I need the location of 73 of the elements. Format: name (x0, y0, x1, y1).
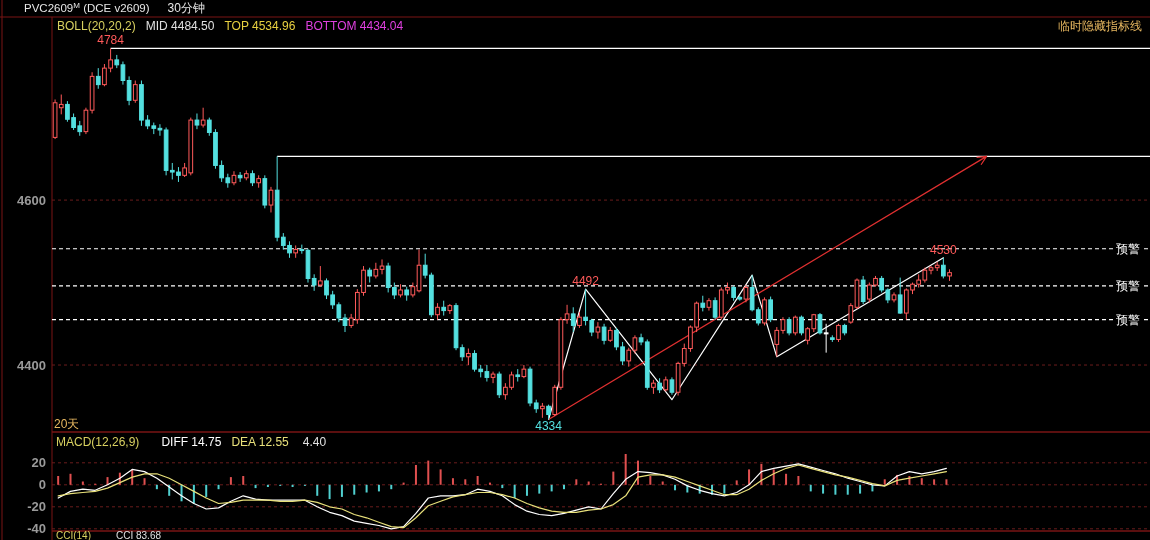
bar (883, 479, 886, 485)
bar (550, 484, 553, 492)
bar (316, 484, 319, 496)
bar (834, 484, 837, 495)
bar (229, 477, 232, 485)
bar (797, 476, 800, 485)
bar (822, 484, 825, 494)
bar (205, 484, 208, 497)
chart-title: MACD(12,26,9) (56, 435, 140, 449)
annotation: 20天 (54, 417, 80, 431)
ref-line-label: 预警 (1116, 242, 1140, 257)
bar (328, 484, 331, 500)
bar (242, 476, 245, 485)
y-tick-label: 20 (31, 455, 46, 471)
bar (538, 484, 541, 494)
bar (624, 454, 627, 485)
annotation: 4.40 (302, 435, 327, 449)
bar (945, 479, 948, 485)
bar (846, 484, 849, 495)
bar (525, 484, 528, 496)
chart-title: PVC2609$^{M}$ (DCE v2609) (24, 0, 150, 14)
bar (476, 476, 479, 485)
y-tick-label: 0 (38, 477, 46, 493)
bar (933, 479, 936, 485)
bar (451, 478, 454, 485)
bar (57, 476, 60, 485)
bar (513, 484, 516, 498)
annotation: 4530 (930, 242, 958, 257)
annotation: MID 4484.50 (145, 19, 215, 33)
y-tick-label: 4400 (17, 357, 46, 373)
bar (488, 482, 491, 485)
bar (575, 479, 578, 485)
bar (785, 473, 788, 485)
y-tick-label: -40 (27, 521, 46, 537)
bar (340, 484, 343, 497)
bar (809, 484, 812, 492)
bar (772, 469, 775, 485)
ref-line-label: 预警 (1116, 313, 1140, 328)
bar (649, 476, 652, 485)
bar (402, 482, 405, 485)
bar (920, 478, 923, 485)
bar (365, 484, 368, 493)
bar (674, 484, 677, 491)
bar (353, 484, 356, 495)
chart-subtitle: 30分钟 (167, 1, 205, 15)
annotation: TOP 4534.96 (224, 19, 296, 33)
bar (735, 480, 738, 485)
bar (723, 484, 726, 494)
bar (439, 469, 442, 485)
bar (859, 484, 862, 494)
bar (266, 484, 269, 487)
y-tick-label: 4600 (17, 192, 46, 208)
ref-line-label: 预警 (1116, 279, 1140, 294)
bar (748, 469, 751, 485)
text: DIFF 14.75 (161, 435, 222, 449)
bar (464, 479, 467, 485)
annotation: CCI 83.68 (116, 530, 162, 540)
bar (69, 473, 72, 485)
bar (612, 471, 615, 485)
annotation: 4784 (97, 33, 125, 48)
bar (414, 465, 417, 485)
y-tick-label: -20 (27, 499, 46, 515)
annotation: BOTTOM 4434.04 (305, 19, 404, 33)
bar (871, 484, 874, 492)
annotation: BOLL(20,20,2) (57, 19, 136, 33)
bar (143, 478, 146, 485)
annotation: 临时隐藏指标线 (1058, 19, 1142, 33)
bar (427, 460, 430, 485)
annotation: 4334 (535, 419, 563, 434)
bar (377, 484, 380, 492)
text: DEA 12.55 (231, 435, 290, 449)
annotation: 4492 (572, 274, 600, 289)
bar (291, 484, 294, 487)
